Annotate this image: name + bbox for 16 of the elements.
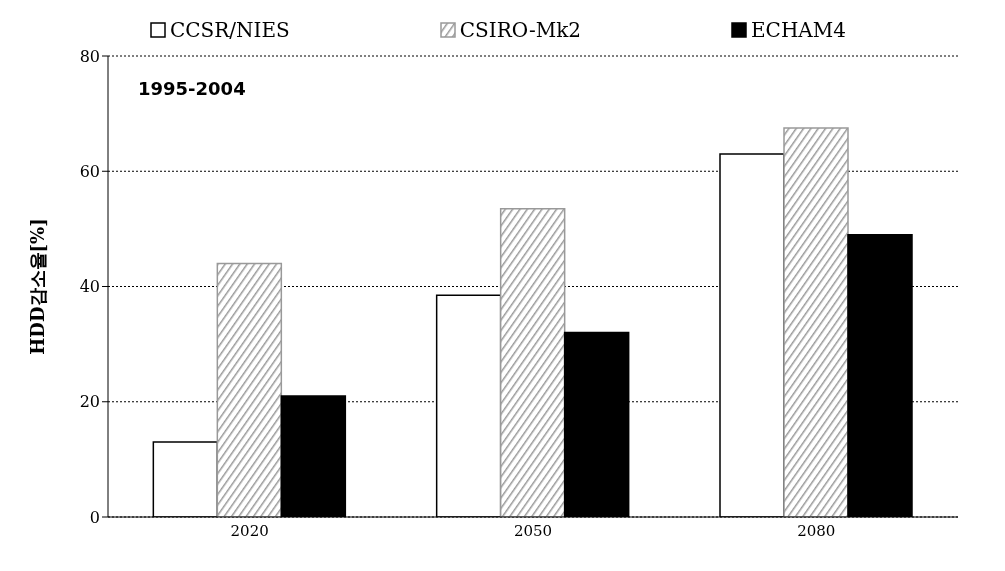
x-tick-label: 2050 [513,521,553,540]
bar [499,207,566,517]
y-tick-label: 60 [79,161,100,181]
x-tick-label: 2080 [797,521,836,540]
legend-label: ECHAM4 [750,18,846,42]
x-tick-label: 2020 [230,521,269,540]
y-tick-label: 0 [89,507,100,527]
legend-label: CCSR/NIES [170,18,290,42]
y-tick-label: 80 [79,46,100,66]
legend-label: CSIRO-Mk2 [459,18,581,42]
bar [216,262,283,517]
y-axis-title: HDD감소율[%] [27,218,49,355]
y-tick-label: 20 [79,392,100,412]
bar [783,127,849,517]
y-tick-label: 40 [79,277,100,297]
annotation: 1995-2004 [138,78,246,99]
